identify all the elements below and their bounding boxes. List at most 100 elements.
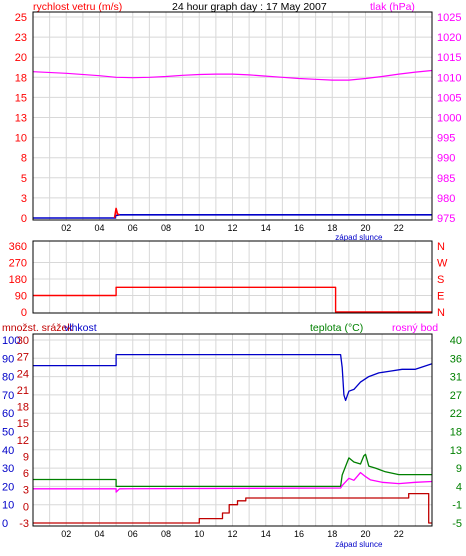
rain-tick-label: 30 [17, 335, 29, 347]
humidity-tick-label: 50 [2, 427, 14, 439]
y-tick-label: 0 [21, 213, 27, 225]
y-tick-label: 360 [9, 241, 27, 253]
humidity-tick-label: 60 [2, 408, 14, 420]
y-tick-label-right: 1020 [437, 32, 461, 44]
x-tick-label: 10 [194, 223, 204, 233]
compass-tick-label: N [437, 307, 445, 319]
y-tick-label: 0 [21, 307, 27, 319]
temperature-tick-label: 36 [450, 353, 462, 365]
compass-tick-label: W [437, 258, 448, 270]
y-tick-label-right: 980 [437, 193, 455, 205]
x-tick-label: 22 [394, 529, 404, 539]
rain-tick-label: -3 [19, 518, 29, 530]
compass-tick-label: N [437, 241, 445, 253]
humidity-tick-label: 90 [2, 353, 14, 365]
humidity-tick-label: 80 [2, 372, 14, 384]
temperature-tick-label: 18 [450, 427, 462, 439]
y-tick-label-right: 1000 [437, 113, 461, 125]
panel1-sunset-label: západ slunce [335, 233, 383, 242]
y-tick-label: 20 [15, 52, 27, 64]
x-tick-label: 02 [61, 529, 71, 539]
y-tick-label: 18 [15, 72, 27, 84]
temperature-tick-label: 22 [450, 408, 462, 420]
rain-label: množst. srážek [2, 322, 73, 334]
x-tick-label: 14 [261, 529, 271, 539]
y-tick-label: 8 [21, 153, 27, 165]
y-tick-label: 90 [15, 291, 27, 303]
x-tick-label: 20 [360, 223, 370, 233]
series-line [33, 453, 432, 488]
rain-tick-label: 0 [23, 501, 29, 513]
rain-tick-label: 21 [17, 385, 29, 397]
temperature-tick-label: 9 [456, 463, 462, 475]
rain-tick-label: 12 [17, 435, 29, 447]
x-tick-label: 16 [294, 223, 304, 233]
y-tick-label-right: 1010 [437, 72, 461, 84]
wind-speed-label: rychlost vetru (m/s) [33, 1, 122, 13]
y-tick-label: 25 [15, 12, 27, 24]
temperature-tick-label: 40 [450, 335, 462, 347]
temperature-tick-label: 31 [450, 372, 462, 384]
x-tick-label: 16 [294, 529, 304, 539]
y-tick-label: 5 [21, 173, 27, 185]
y-tick-label: 15 [15, 92, 27, 104]
x-tick-label: 14 [261, 223, 271, 233]
x-tick-label: 12 [227, 529, 237, 539]
series-line [33, 492, 432, 524]
y-tick-label-right: 1005 [437, 92, 461, 104]
y-tick-label-right: 995 [437, 133, 455, 145]
panel2-series [33, 286, 432, 313]
panel3-humidity-axis: 0 10 20 30 40 50 60 70 80 90 100 [2, 335, 20, 530]
panel1-x-axis: 02 04 06 08 10 12 14 16 18 20 22 [61, 223, 404, 233]
x-tick-label: 10 [194, 529, 204, 539]
y-tick-label: 270 [9, 258, 27, 270]
panel1-frame [32, 11, 433, 221]
y-tick-label: 23 [15, 32, 27, 44]
compass-tick-label: E [437, 291, 444, 303]
x-tick-label: 12 [227, 223, 237, 233]
panel3-grid [33, 334, 432, 526]
y-tick-label-right: 975 [437, 213, 455, 225]
humidity-tick-label: 0 [2, 518, 8, 530]
panel3-series [33, 353, 433, 524]
rain-tick-label: 27 [17, 352, 29, 364]
humidity-tick-label: 10 [2, 500, 14, 512]
panel2-left-axis: 0 90 180 270 360 [9, 241, 27, 319]
x-tick-label: 20 [360, 529, 370, 539]
x-tick-label: 04 [94, 223, 104, 233]
humidity-tick-label: 70 [2, 390, 14, 402]
panel3-frame [32, 333, 433, 527]
pressure-label: tlak (hPa) [370, 1, 415, 13]
panel1-left-axis: 0 3 5 8 10 13 15 18 20 23 25 [15, 12, 27, 225]
humidity-tick-label: 40 [2, 445, 14, 457]
humidity-label: vlhkost [64, 322, 97, 334]
chart-title: 24 hour graph day : 17 May 2007 [172, 1, 327, 13]
humidity-tick-label: 100 [2, 335, 20, 347]
x-tick-label: 22 [394, 223, 404, 233]
rain-tick-label: 18 [17, 402, 29, 414]
x-tick-label: 18 [327, 223, 337, 233]
panel1-right-axis: 975 980 985 990 995 1000 1005 1010 1015 1020 1025 [437, 12, 461, 225]
rain-tick-label: 9 [23, 451, 29, 463]
panel3-rain-axis: -3 0 3 6 9 12 15 18 21 24 27 30 [17, 335, 29, 530]
temperature-tick-label: 13 [450, 445, 462, 457]
x-tick-label: 06 [128, 529, 138, 539]
humidity-tick-label: 20 [2, 481, 14, 493]
humidity-tick-label: 30 [2, 463, 14, 475]
x-tick-label: 06 [128, 223, 138, 233]
series-line [32, 69, 433, 81]
temperature-tick-label: -5 [452, 518, 462, 530]
y-tick-label-right: 990 [437, 153, 455, 165]
rain-tick-label: 24 [17, 368, 29, 380]
y-tick-label-right: 1015 [437, 52, 461, 64]
panel1-grid [33, 12, 432, 220]
x-tick-label: 08 [161, 223, 171, 233]
panel3-temperature-axis: -5 -1 4 9 13 18 22 27 31 36 40 [450, 335, 462, 530]
panel1-series [32, 69, 433, 219]
y-tick-label-right: 985 [437, 173, 455, 185]
x-tick-label: 02 [61, 223, 71, 233]
series-line [33, 471, 433, 493]
